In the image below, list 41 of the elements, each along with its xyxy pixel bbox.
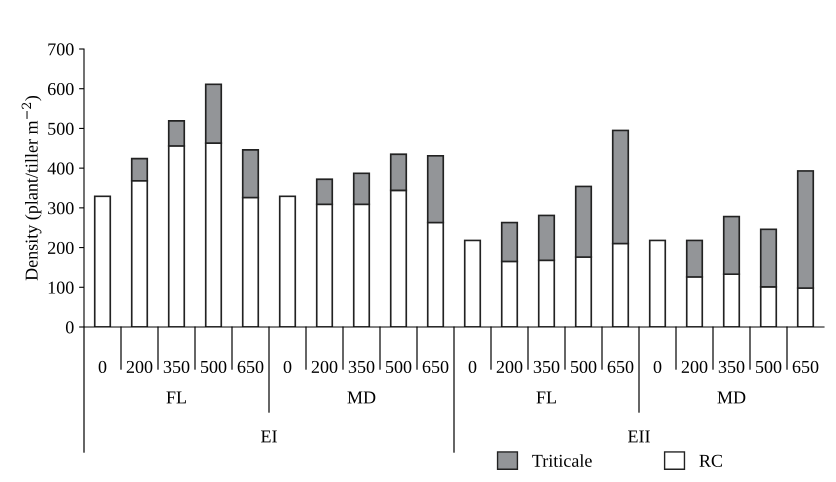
x-tick-label: 500 <box>756 360 782 374</box>
y-tick-label: 600 <box>48 82 74 96</box>
y-tick-label: 200 <box>48 242 74 254</box>
y-tick-label: 100 <box>48 282 74 294</box>
bar <box>464 240 482 327</box>
x-tick-label: 650 <box>238 360 264 374</box>
y-tick-label: 0 <box>66 321 74 334</box>
x-tick-label: 200 <box>312 360 338 374</box>
bar <box>94 196 112 327</box>
x-tick-label: 650 <box>608 360 634 374</box>
x-tick-label: 350 <box>164 360 190 374</box>
x-tick-label: 650 <box>792 360 818 374</box>
text: EI <box>261 430 277 442</box>
text: FL <box>166 392 186 404</box>
y-tick-label: 300 <box>48 202 74 214</box>
y-tick-label: 700 <box>48 43 74 56</box>
x-tick-label: 350 <box>718 360 744 374</box>
x-tick-label: 350 <box>534 360 560 374</box>
legend-label: Triticale <box>532 454 592 467</box>
text: MD <box>717 392 746 404</box>
x-tick-label: 350 <box>348 360 374 374</box>
x-tick-label: 0 <box>98 360 106 374</box>
legend-label: RC <box>699 454 722 467</box>
y-tick-label: 400 <box>48 162 74 175</box>
x-tick-label: 0 <box>468 360 476 374</box>
x-tick-label: 200 <box>496 360 522 374</box>
x-tick-label: 200 <box>126 360 152 374</box>
x-tick-label: 0 <box>284 360 292 374</box>
y-tick-label: 500 <box>48 122 74 135</box>
x-tick-label: 500 <box>201 360 226 374</box>
bar <box>648 240 666 327</box>
text: EII <box>628 430 650 442</box>
x-tick-label: 0 <box>654 360 662 374</box>
y-axis-title: Density (plant/tiller m$^{−2}$) <box>22 96 42 280</box>
text: FL <box>536 392 556 404</box>
x-tick-label: 200 <box>682 360 708 374</box>
x-tick-label: 650 <box>422 360 448 374</box>
bar <box>278 196 296 327</box>
x-tick-label: 500 <box>386 360 412 374</box>
x-tick-label: 500 <box>571 360 596 374</box>
text: MD <box>347 392 376 404</box>
